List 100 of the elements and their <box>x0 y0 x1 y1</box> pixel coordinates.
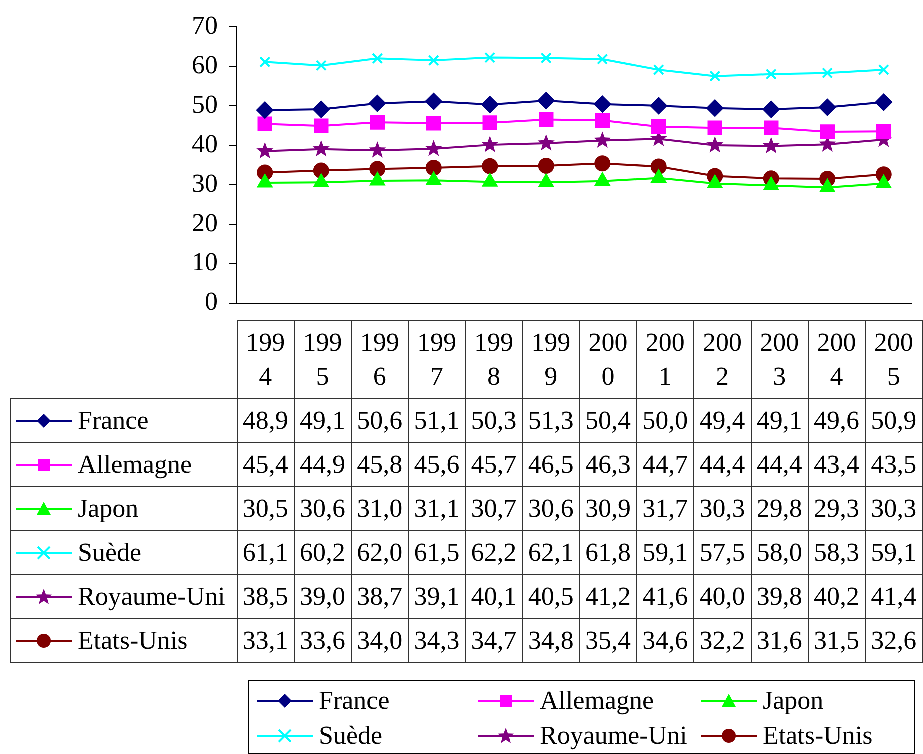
data-label: 30,3 <box>694 486 752 530</box>
point <box>710 70 721 82</box>
point <box>708 175 723 189</box>
point <box>428 54 440 66</box>
point <box>369 142 386 158</box>
x-tick-label: 1998 <box>474 326 515 392</box>
point <box>372 52 384 64</box>
point <box>256 102 274 119</box>
point <box>316 60 327 72</box>
text: Allemagne <box>540 686 654 714</box>
point <box>482 116 498 130</box>
data-label: 32,6 <box>865 618 922 662</box>
data-label: 34,6 <box>636 618 694 662</box>
x-tick-label: 2005 <box>873 326 914 392</box>
data-label: 59,1 <box>636 530 694 574</box>
y-tick-label: 0 <box>205 287 218 316</box>
point <box>370 161 386 178</box>
data-label: 38,7 <box>351 574 408 618</box>
text: Royaume-Uni <box>540 720 688 750</box>
data-label: 30,5 <box>237 486 294 530</box>
point <box>482 174 498 187</box>
point <box>595 113 610 128</box>
legend-label: France <box>78 406 149 434</box>
data-label: 35,4 <box>580 618 637 662</box>
data-label: 30,7 <box>466 486 523 530</box>
data-label: 50,9 <box>865 398 922 442</box>
point <box>426 116 442 131</box>
data-label: 31,7 <box>636 486 694 530</box>
point <box>762 101 780 118</box>
point <box>256 142 274 159</box>
text: France <box>319 686 390 714</box>
point <box>652 120 666 134</box>
point <box>708 120 722 136</box>
data-label: 38,5 <box>237 574 294 618</box>
point <box>706 100 724 117</box>
legend-label: Allemagne <box>78 450 192 478</box>
x-tick-label: 1994 <box>245 326 286 392</box>
x-tick-label: 1997 <box>416 326 458 392</box>
point <box>539 112 554 128</box>
data-label: 44,7 <box>636 442 694 486</box>
point <box>425 93 442 110</box>
legend-label: Royaume-Uni <box>78 582 226 610</box>
data-label: 30,6 <box>522 486 580 530</box>
data-label: 50,3 <box>466 398 523 442</box>
point <box>875 94 892 111</box>
point <box>482 96 499 114</box>
x-tick-label: 2001 <box>644 326 686 392</box>
data-label: 49,1 <box>751 398 808 442</box>
point <box>312 101 330 118</box>
x-tick-label: 1995 <box>302 326 344 392</box>
data-label: 33,6 <box>294 618 352 662</box>
data-label: 44,4 <box>751 442 808 486</box>
point <box>484 52 496 64</box>
point <box>538 134 555 151</box>
y-tick-label: 50 <box>192 90 218 119</box>
y-tick-label: 60 <box>192 50 218 80</box>
point <box>313 162 330 179</box>
point <box>538 92 555 110</box>
data-label: 44,4 <box>694 442 752 486</box>
point <box>650 97 668 114</box>
point <box>822 68 834 79</box>
point <box>876 175 892 189</box>
point <box>650 158 667 175</box>
data-label: 29,8 <box>751 486 808 530</box>
data-label: 59,1 <box>865 530 922 574</box>
data-label: 58,3 <box>808 530 866 574</box>
y-tick-label: 70 <box>192 10 218 40</box>
data-label: 31,5 <box>808 618 866 662</box>
point <box>876 124 892 139</box>
point <box>260 56 271 68</box>
data-label: 39,0 <box>294 574 352 618</box>
data-label: 46,5 <box>522 442 580 486</box>
point <box>538 158 554 174</box>
data-label: 45,6 <box>408 442 466 486</box>
data-label: 33,1 <box>237 618 294 662</box>
data-label: 43,5 <box>865 442 922 486</box>
data-label: 34,3 <box>408 618 466 662</box>
text: Suède <box>319 720 383 750</box>
data-label: 60,2 <box>294 530 352 574</box>
data-label: 61,1 <box>237 530 294 574</box>
data-label: 50,6 <box>351 398 408 442</box>
point <box>878 64 890 76</box>
data-label: 40,1 <box>466 574 523 618</box>
point <box>540 52 552 64</box>
point <box>312 140 330 157</box>
text: Etats-Unis <box>763 720 873 750</box>
data-label: 39,8 <box>751 574 808 618</box>
data-label: 30,3 <box>865 486 922 530</box>
data-label: 61,5 <box>408 530 466 574</box>
data-label: 34,7 <box>466 618 523 662</box>
data-label: 31,1 <box>408 486 466 530</box>
x-tick-label: 2000 <box>588 326 629 392</box>
data-label: 41,6 <box>636 574 694 618</box>
data-label: 30,9 <box>580 486 637 530</box>
data-label: 62,2 <box>466 530 523 574</box>
y-tick-label: 40 <box>192 129 218 158</box>
legend-label: Suède <box>78 538 142 566</box>
data-label: 34,8 <box>522 618 580 662</box>
data-label: 48,9 <box>237 398 294 442</box>
data-label: 49,1 <box>294 398 352 442</box>
